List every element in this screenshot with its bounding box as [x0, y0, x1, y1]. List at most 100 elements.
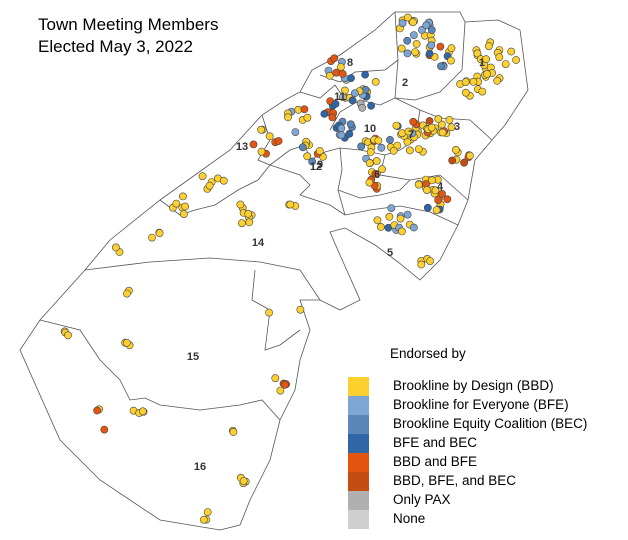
precinct-divider — [319, 59, 399, 83]
member-dot — [199, 515, 208, 524]
member-dot — [378, 165, 386, 174]
member-dot — [236, 200, 245, 209]
member-dot — [512, 56, 520, 64]
member-dot — [274, 137, 283, 145]
precinct-divider — [299, 84, 346, 101]
member-dot — [257, 125, 265, 134]
precinct-divider — [39, 319, 281, 421]
member-dot — [276, 386, 285, 395]
map-title-line1: Town Meeting Members — [38, 15, 219, 34]
member-dot — [345, 129, 354, 138]
member-dot — [398, 19, 407, 27]
legend-item-bbd-bfe: BBD and BFE — [348, 453, 618, 472]
member-dot — [271, 374, 280, 383]
member-dot — [284, 113, 292, 122]
precinct-divider — [337, 147, 346, 216]
member-dot — [331, 100, 340, 108]
legend-item-bfe: Brookline for Everyone (BFE) — [348, 396, 618, 415]
member-dot — [438, 128, 447, 137]
member-dot — [245, 218, 254, 227]
member-dot — [328, 113, 337, 122]
member-dot — [465, 151, 474, 160]
member-dot — [332, 68, 341, 77]
member-dot — [286, 200, 295, 209]
precinct-divider — [337, 179, 411, 199]
precinct-number: 13 — [236, 141, 248, 153]
member-dot — [229, 428, 238, 436]
member-dot — [172, 199, 181, 208]
member-dot — [239, 477, 248, 485]
member-dot — [437, 62, 445, 71]
member-dot — [397, 227, 406, 236]
precinct-divider — [84, 257, 321, 301]
member-dot — [303, 113, 312, 122]
member-dot — [371, 78, 380, 86]
member-dot — [122, 338, 131, 347]
member-dot — [422, 21, 431, 30]
member-dot — [423, 203, 432, 212]
legend-label: BBD and BFE — [393, 454, 478, 469]
member-dot — [447, 44, 456, 53]
precinct-number: 16 — [194, 461, 206, 473]
precinct-number: 11 — [334, 91, 346, 103]
member-dot — [148, 233, 156, 242]
member-dot — [495, 53, 504, 62]
member-dot — [427, 41, 436, 50]
member-dot — [387, 204, 396, 212]
member-dot — [330, 54, 339, 63]
member-dot — [417, 260, 426, 269]
member-dot — [461, 88, 470, 97]
member-dot — [409, 223, 418, 232]
member-dot — [178, 192, 187, 201]
member-dot — [237, 219, 246, 228]
precinct-number: 3 — [454, 121, 460, 133]
precinct-number: 5 — [387, 247, 393, 259]
member-dot — [374, 136, 383, 145]
map-title-line2: Elected May 3, 2022 — [38, 37, 193, 56]
member-dot — [377, 143, 386, 152]
member-dot — [203, 508, 212, 516]
legend-title: Endorsed by — [390, 346, 466, 361]
member-dot — [320, 110, 329, 118]
member-dot — [257, 147, 266, 156]
member-dot — [346, 120, 355, 129]
member-dot — [198, 172, 207, 181]
member-dot — [469, 77, 478, 86]
member-dot — [357, 142, 366, 151]
precinct-number: 2 — [402, 77, 408, 89]
legend-swatch — [348, 434, 369, 453]
member-dot — [438, 189, 446, 198]
member-dot — [325, 71, 334, 80]
member-dot — [385, 212, 394, 221]
legend-label: Brookline Equity Coalition (BEC) — [393, 416, 588, 431]
member-dot — [434, 196, 443, 204]
precinct-number: 4 — [437, 181, 444, 193]
member-dot — [451, 145, 460, 154]
member-dot — [367, 101, 375, 110]
member-dot — [112, 243, 120, 252]
member-dot — [447, 123, 456, 132]
member-dot — [138, 407, 147, 416]
member-dot — [296, 305, 305, 314]
member-dot — [473, 49, 482, 58]
member-dot — [371, 169, 380, 178]
member-dot — [422, 186, 431, 194]
legend-swatch — [348, 510, 369, 529]
legend-item-none: None — [348, 510, 618, 529]
member-dot — [315, 147, 324, 155]
member-dot — [403, 210, 412, 219]
legend-item-bec: Brookline Equity Coalition (BEC) — [348, 415, 618, 434]
member-dot — [392, 121, 401, 130]
town-boundary — [19, 11, 529, 531]
precinct-number: 6 — [374, 169, 380, 181]
member-dot — [373, 216, 382, 225]
member-dot — [434, 115, 443, 123]
member-dot — [280, 380, 289, 389]
member-dot — [219, 176, 228, 185]
legend-item-only-pax: Only PAX — [348, 491, 618, 510]
member-dot — [350, 89, 359, 97]
member-dot — [361, 70, 369, 79]
legend-item-bfe-bec: BFE and BEC — [348, 434, 618, 453]
precinct-number: 9 — [317, 159, 323, 171]
